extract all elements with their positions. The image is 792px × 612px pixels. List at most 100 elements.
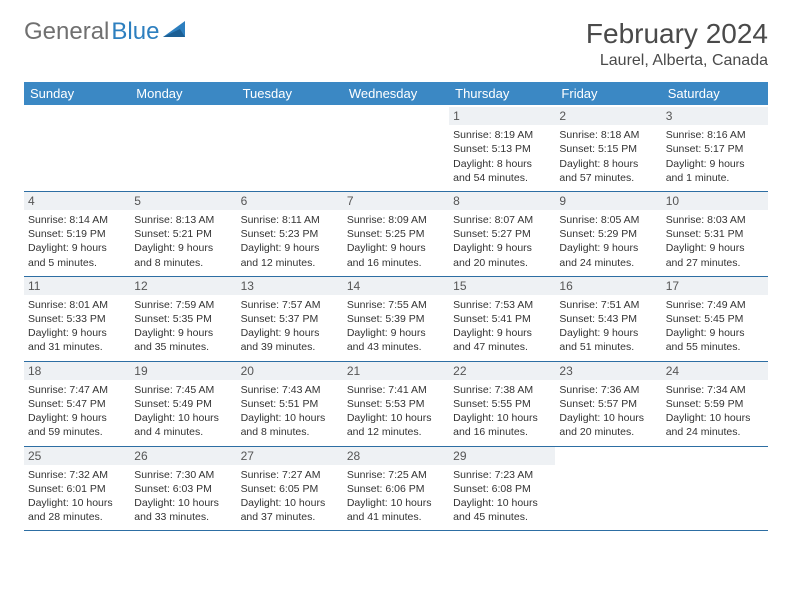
- day-number: [24, 107, 130, 125]
- day-info-line: Sunrise: 7:51 AM: [559, 298, 657, 312]
- day-cell: [24, 105, 130, 191]
- day-info-line: Sunrise: 7:32 AM: [28, 468, 126, 482]
- day-cell: 23Sunrise: 7:36 AMSunset: 5:57 PMDayligh…: [555, 362, 661, 446]
- day-info-line: Daylight: 8 hours and 57 minutes.: [559, 157, 657, 185]
- day-info-line: Sunset: 6:03 PM: [134, 482, 232, 496]
- day-cell: 7Sunrise: 8:09 AMSunset: 5:25 PMDaylight…: [343, 192, 449, 276]
- day-cell: 21Sunrise: 7:41 AMSunset: 5:53 PMDayligh…: [343, 362, 449, 446]
- day-number: [343, 107, 449, 125]
- day-info-line: Sunrise: 8:01 AM: [28, 298, 126, 312]
- day-info-line: Daylight: 9 hours and 20 minutes.: [453, 241, 551, 269]
- day-info-line: Sunrise: 7:30 AM: [134, 468, 232, 482]
- day-header-cell: Thursday: [449, 82, 555, 105]
- day-info-line: Sunset: 5:25 PM: [347, 227, 445, 241]
- calendar-page: GeneralBlue February 2024 Laurel, Albert…: [0, 0, 792, 549]
- day-info-line: Daylight: 10 hours and 8 minutes.: [241, 411, 339, 439]
- day-info-line: Sunset: 5:19 PM: [28, 227, 126, 241]
- day-number: 11: [24, 277, 130, 295]
- day-info-line: Sunrise: 7:53 AM: [453, 298, 551, 312]
- logo-text-blue: Blue: [111, 18, 159, 46]
- day-number: 3: [662, 107, 768, 125]
- day-header-cell: Tuesday: [237, 82, 343, 105]
- day-info-line: Sunrise: 7:49 AM: [666, 298, 764, 312]
- day-number: 15: [449, 277, 555, 295]
- day-info-line: Daylight: 9 hours and 12 minutes.: [241, 241, 339, 269]
- day-header-cell: Sunday: [24, 82, 130, 105]
- day-info-line: Sunrise: 8:05 AM: [559, 213, 657, 227]
- day-info-line: Sunset: 5:59 PM: [666, 397, 764, 411]
- day-cell: 12 Sunrise: 7:59 AMSunset: 5:35 PMDayligh…: [130, 277, 236, 361]
- day-info-line: Sunset: 5:35 PM: [134, 312, 232, 326]
- day-number: 6: [237, 192, 343, 210]
- day-number: 20: [237, 362, 343, 380]
- logo-triangle-icon: [163, 18, 189, 46]
- title-location: Laurel, Alberta, Canada: [586, 52, 768, 70]
- day-info-line: Sunset: 5:15 PM: [559, 142, 657, 156]
- day-info-line: Sunset: 5:45 PM: [666, 312, 764, 326]
- day-info-line: Daylight: 9 hours and 27 minutes.: [666, 241, 764, 269]
- day-number: 21: [343, 362, 449, 380]
- day-number: 10: [662, 192, 768, 210]
- day-info-line: Daylight: 9 hours and 31 minutes.: [28, 326, 126, 354]
- day-info-line: Sunrise: 8:07 AM: [453, 213, 551, 227]
- day-number: 9: [555, 192, 661, 210]
- day-number: 16: [555, 277, 661, 295]
- day-info-line: Sunset: 5:39 PM: [347, 312, 445, 326]
- day-info-line: Sunset: 5:31 PM: [666, 227, 764, 241]
- day-cell: 19Sunrise: 7:45 AMSunset: 5:49 PMDayligh…: [130, 362, 236, 446]
- day-info-line: Sunset: 5:23 PM: [241, 227, 339, 241]
- day-number: 29: [449, 447, 555, 465]
- day-number: [237, 107, 343, 125]
- day-info-line: Sunset: 6:05 PM: [241, 482, 339, 496]
- day-number: 22: [449, 362, 555, 380]
- day-info-line: Sunrise: 7:36 AM: [559, 383, 657, 397]
- day-info-line: Sunrise: 7:23 AM: [453, 468, 551, 482]
- day-info-line: Daylight: 10 hours and 4 minutes.: [134, 411, 232, 439]
- day-number: [662, 447, 768, 465]
- day-info-line: Daylight: 9 hours and 43 minutes.: [347, 326, 445, 354]
- day-number: 27: [237, 447, 343, 465]
- title-block: February 2024 Laurel, Alberta, Canada: [586, 18, 768, 70]
- day-cell: 8Sunrise: 8:07 AMSunset: 5:27 PMDaylight…: [449, 192, 555, 276]
- day-number: 26: [130, 447, 236, 465]
- day-header-cell: Friday: [555, 82, 661, 105]
- day-number: 13: [237, 277, 343, 295]
- day-info-line: Sunrise: 7:34 AM: [666, 383, 764, 397]
- day-info-line: Sunrise: 8:19 AM: [453, 128, 551, 142]
- page-header: GeneralBlue February 2024 Laurel, Albert…: [24, 18, 768, 70]
- day-info-line: Sunset: 5:41 PM: [453, 312, 551, 326]
- day-info-line: Sunset: 5:21 PM: [134, 227, 232, 241]
- day-info-line: Sunset: 5:51 PM: [241, 397, 339, 411]
- day-info-line: Sunrise: 7:55 AM: [347, 298, 445, 312]
- weeks-container: 1Sunrise: 8:19 AMSunset: 5:13 PMDaylight…: [24, 105, 768, 531]
- week-row: 11Sunrise: 8:01 AMSunset: 5:33 PMDayligh…: [24, 277, 768, 362]
- day-header-cell: Wednesday: [343, 82, 449, 105]
- day-info-line: Daylight: 10 hours and 28 minutes.: [28, 496, 126, 524]
- day-cell: 16Sunrise: 7:51 AMSunset: 5:43 PMDayligh…: [555, 277, 661, 361]
- day-info-line: Daylight: 9 hours and 39 minutes.: [241, 326, 339, 354]
- day-cell: [343, 105, 449, 191]
- day-info-line: Sunrise: 8:03 AM: [666, 213, 764, 227]
- day-cell: 2Sunrise: 8:18 AMSunset: 5:15 PMDaylight…: [555, 105, 661, 191]
- day-info-line: Daylight: 9 hours and 47 minutes.: [453, 326, 551, 354]
- day-number: 1: [449, 107, 555, 125]
- day-cell: 3Sunrise: 8:16 AMSunset: 5:17 PMDaylight…: [662, 105, 768, 191]
- day-info-line: Daylight: 9 hours and 55 minutes.: [666, 326, 764, 354]
- day-info-line: Sunrise: 8:09 AM: [347, 213, 445, 227]
- day-number: 12: [130, 277, 236, 295]
- week-row: 1Sunrise: 8:19 AMSunset: 5:13 PMDaylight…: [24, 105, 768, 192]
- day-info-line: Sunrise: 7:57 AM: [241, 298, 339, 312]
- day-header-cell: Monday: [130, 82, 236, 105]
- day-info-line: Daylight: 10 hours and 45 minutes.: [453, 496, 551, 524]
- day-info-line: Sunrise: 7:25 AM: [347, 468, 445, 482]
- day-info-line: Daylight: 9 hours and 59 minutes.: [28, 411, 126, 439]
- day-info-line: Sunset: 5:37 PM: [241, 312, 339, 326]
- day-info-line: Sunset: 5:27 PM: [453, 227, 551, 241]
- day-cell: 28Sunrise: 7:25 AMSunset: 6:06 PMDayligh…: [343, 447, 449, 531]
- day-info-line: Sunset: 6:01 PM: [28, 482, 126, 496]
- day-info-line: Daylight: 9 hours and 35 minutes.: [134, 326, 232, 354]
- day-info-line: Sunrise: 7:59 AM: [134, 298, 232, 312]
- day-cell: 20Sunrise: 7:43 AMSunset: 5:51 PMDayligh…: [237, 362, 343, 446]
- day-cell: 24Sunrise: 7:34 AMSunset: 5:59 PMDayligh…: [662, 362, 768, 446]
- day-info-line: Sunset: 5:49 PM: [134, 397, 232, 411]
